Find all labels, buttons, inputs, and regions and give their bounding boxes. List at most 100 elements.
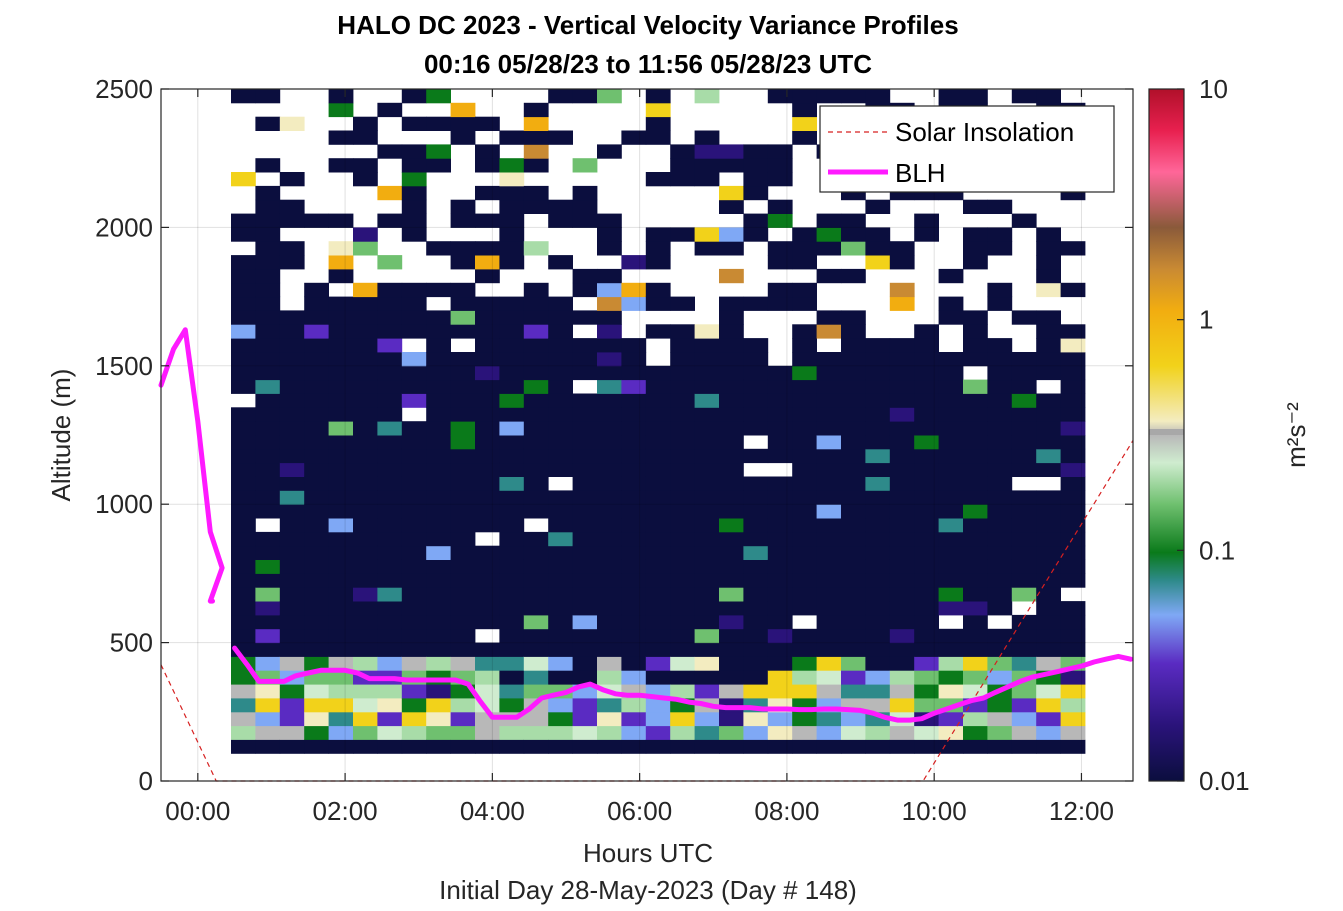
heatmap-cell bbox=[450, 352, 476, 367]
heatmap-cell bbox=[279, 628, 305, 644]
heatmap-cell bbox=[767, 490, 793, 505]
heatmap-cell bbox=[401, 739, 427, 754]
heatmap-cell bbox=[328, 393, 354, 408]
heatmap-cell bbox=[450, 296, 476, 311]
heatmap-cell bbox=[1011, 559, 1037, 574]
heatmap-cell bbox=[1036, 365, 1061, 381]
heatmap-cell bbox=[499, 684, 525, 699]
heatmap-cell bbox=[401, 282, 427, 298]
heatmap-cell bbox=[865, 476, 891, 491]
heatmap-cell bbox=[792, 476, 817, 491]
heatmap-cell bbox=[231, 462, 256, 477]
heatmap-cell bbox=[963, 656, 988, 671]
heatmap-cell bbox=[572, 158, 598, 173]
heatmap-cell bbox=[670, 448, 695, 464]
heatmap-cell bbox=[963, 559, 988, 574]
heatmap-cell bbox=[816, 642, 842, 657]
heatmap-cell bbox=[841, 739, 866, 754]
heatmap-cell bbox=[328, 255, 354, 270]
heatmap-cell bbox=[767, 531, 793, 547]
heatmap-cell bbox=[353, 504, 378, 519]
heatmap-cell bbox=[645, 476, 671, 491]
heatmap-cell bbox=[304, 462, 329, 477]
heatmap-cell bbox=[987, 559, 1013, 574]
heatmap-cell bbox=[963, 573, 988, 588]
heatmap-cell bbox=[914, 379, 939, 394]
heatmap-cell bbox=[523, 628, 549, 644]
heatmap-cell bbox=[426, 379, 451, 394]
heatmap-cell bbox=[645, 518, 671, 533]
heatmap-cell bbox=[475, 213, 500, 228]
heatmap-cell bbox=[279, 656, 305, 671]
heatmap-cell bbox=[304, 601, 329, 616]
heatmap-cell bbox=[841, 448, 866, 464]
heatmap-cell bbox=[304, 310, 329, 325]
heatmap-cell bbox=[499, 213, 525, 228]
heatmap-cell bbox=[328, 365, 354, 381]
heatmap-cell bbox=[304, 393, 329, 408]
heatmap-cell bbox=[255, 490, 281, 505]
heatmap-cell bbox=[865, 255, 891, 270]
heatmap-cell bbox=[963, 614, 988, 630]
heatmap-cell bbox=[1060, 476, 1086, 491]
heatmap-cell bbox=[938, 268, 964, 284]
heatmap-cell bbox=[475, 352, 500, 367]
heatmap-cell bbox=[353, 656, 378, 671]
heatmap-cell bbox=[889, 407, 915, 422]
heatmap-cell bbox=[694, 241, 720, 256]
heatmap-cell bbox=[1060, 545, 1086, 560]
heatmap-cell bbox=[328, 504, 354, 519]
heatmap-cell bbox=[499, 490, 525, 505]
heatmap-cell bbox=[670, 172, 695, 187]
heatmap-cell bbox=[719, 379, 744, 394]
heatmap-cell bbox=[475, 421, 500, 436]
heatmap-cell bbox=[767, 158, 793, 173]
heatmap-cell bbox=[963, 670, 988, 685]
heatmap-cell bbox=[1036, 711, 1061, 727]
heatmap-cell bbox=[670, 573, 695, 588]
heatmap-cell bbox=[767, 725, 793, 740]
heatmap-cell bbox=[816, 393, 842, 408]
heatmap-cell bbox=[572, 545, 598, 560]
y-axis-label: Altitude (m) bbox=[46, 369, 76, 502]
heatmap-cell bbox=[743, 684, 769, 699]
heatmap-cell bbox=[841, 407, 866, 422]
heatmap-cell bbox=[1060, 684, 1086, 699]
heatmap-cell bbox=[938, 739, 964, 754]
heatmap-cell bbox=[767, 282, 793, 298]
heatmap-cell bbox=[401, 324, 427, 339]
heatmap-cell bbox=[401, 310, 427, 325]
heatmap-cell bbox=[816, 490, 842, 505]
heatmap-cell bbox=[499, 338, 525, 353]
heatmap-cell bbox=[279, 255, 305, 270]
heatmap-cell bbox=[1011, 89, 1037, 104]
heatmap-cell bbox=[499, 739, 525, 754]
heatmap-cell bbox=[353, 158, 378, 173]
heatmap-cell bbox=[548, 490, 573, 505]
heatmap-cell bbox=[475, 614, 500, 630]
heatmap-cell bbox=[523, 601, 549, 616]
heatmap-cell bbox=[523, 338, 549, 353]
heatmap-cell bbox=[792, 379, 817, 394]
heatmap-cell bbox=[426, 324, 451, 339]
heatmap-cell bbox=[987, 407, 1013, 422]
heatmap-cell bbox=[987, 490, 1013, 505]
heatmap-cell bbox=[255, 310, 281, 325]
heatmap-cell bbox=[1060, 739, 1086, 754]
heatmap-cell bbox=[645, 725, 671, 740]
heatmap-cell bbox=[572, 89, 598, 104]
heatmap-cell bbox=[645, 324, 671, 339]
heatmap-cell bbox=[353, 172, 378, 187]
heatmap-cell bbox=[426, 241, 451, 256]
heatmap-cell bbox=[621, 545, 647, 560]
heatmap-cell bbox=[548, 642, 573, 657]
heatmap-cell bbox=[304, 573, 329, 588]
heatmap-cell bbox=[548, 352, 573, 367]
heatmap-cell bbox=[279, 642, 305, 657]
heatmap-cell bbox=[328, 213, 354, 228]
heatmap-cell bbox=[938, 559, 964, 574]
heatmap-cell bbox=[353, 684, 378, 699]
heatmap-cell bbox=[279, 421, 305, 436]
heatmap-cell bbox=[865, 628, 891, 644]
heatmap-cell bbox=[475, 185, 500, 201]
